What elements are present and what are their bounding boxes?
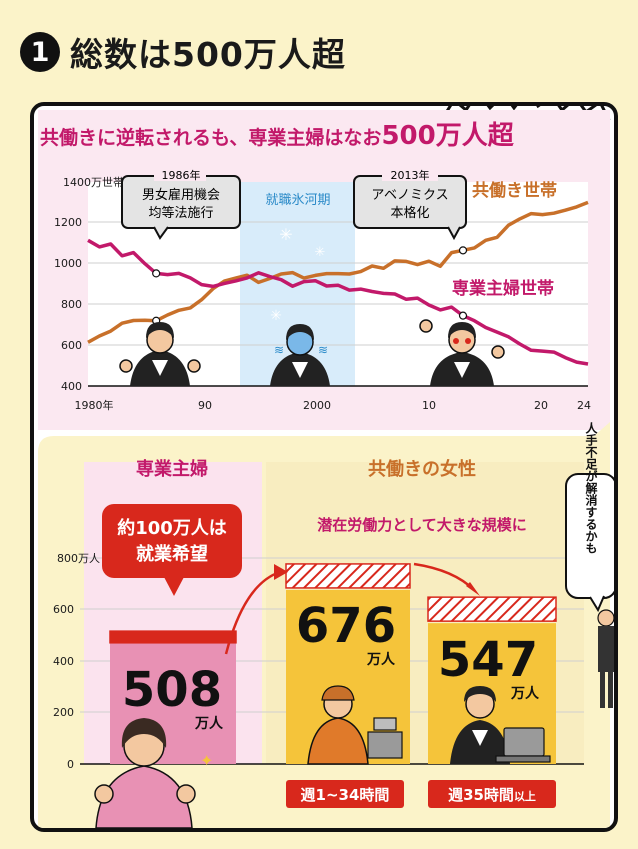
line-x-tick: 2000 (303, 399, 331, 412)
bar-value-label: 508 (122, 662, 222, 718)
series-label-housewife: 専業主婦世帯 (452, 278, 554, 299)
arrow-head (466, 582, 480, 596)
column-header-housewife: 専業主婦 (136, 458, 208, 480)
callout-text: アベノミクス (371, 188, 448, 203)
section-heading: 1 総数は500万人超 (20, 28, 346, 76)
event-marker-point (152, 269, 161, 278)
line-x-tick: 20 (534, 399, 548, 412)
line-y-tick: 1000 (54, 257, 82, 270)
speech-text: 人手不足が解消するかも (584, 421, 598, 554)
bar-latent-segment (427, 596, 557, 622)
bar-y-tick: 0 (67, 758, 74, 771)
column-header-working-women: 共働きの女性 (368, 458, 476, 480)
event-marker-point (458, 311, 468, 320)
ice-age-label: 就職氷河期 (265, 193, 330, 208)
bar-y-tick: 400 (53, 655, 74, 668)
snowflake-icon: ✳ (270, 308, 282, 324)
line-x-tick: 90 (198, 399, 212, 412)
line-x-tick: 1980年 (75, 398, 114, 412)
line-x-tick: 24 (577, 399, 591, 412)
svg-text:≋: ≋ (274, 343, 284, 357)
infographic-panel: ✳ ✳ ✳ 就職氷河期 1400万世帯 1200 1000 800 600 40… (30, 102, 618, 832)
labor-shortage-speech-bubble: 人手不足が解消するかも (565, 421, 614, 613)
line-y-unit-label: 1400万世帯 (63, 176, 124, 189)
cashier-illustration (307, 685, 403, 765)
line-series-layer (87, 200, 589, 366)
callout-1986: 1986年 男女雇用機会 均等法施行 (121, 167, 241, 240)
sparkle-icon: ✦ (200, 751, 213, 770)
office-worker-illustration (450, 686, 551, 764)
bar-y-unit-label: 800万人 (57, 552, 100, 565)
businessman-illustration (597, 609, 614, 708)
line-chart-title: 共働きに逆転されるも、専業主婦はなお500万人超 (40, 115, 514, 152)
bar-job-seeking-segment (109, 630, 237, 644)
woman-angry-illustration (419, 319, 505, 386)
housewife-illustration: ✦ (94, 718, 213, 828)
callout-text: 均等法施行 (148, 205, 213, 221)
page-title: 総数は500万人超 (70, 35, 346, 74)
latent-labor-note: 潜在労働力として大きな規模に (317, 516, 527, 534)
bar-value-label: 676 (296, 598, 396, 654)
caption-full-time: 週35時間以上 (428, 780, 556, 808)
woman-cheering-illustration (119, 322, 201, 386)
callout-year: 2013年 (391, 168, 430, 182)
snowflake-icon: ✳ (279, 225, 292, 244)
callout-text: 本格化 (390, 205, 429, 221)
line-y-tick: 800 (61, 298, 82, 311)
callout-2013: 2013年 アベノミクス 本格化 (353, 167, 467, 241)
line-y-tick: 400 (61, 380, 82, 393)
employment-wish-bubble: 約100万人は 就業希望 (102, 504, 242, 596)
bubble-text: 就業希望 (136, 543, 208, 565)
caption-text: 週35時間 (448, 786, 514, 804)
bar-value-unit: 万人 (194, 715, 224, 732)
bar-value-label: 547 (438, 632, 538, 688)
infographic-svg: ✳ ✳ ✳ 就職氷河期 1400万世帯 1200 1000 800 600 40… (38, 106, 614, 828)
chart-title-emphasis: 500万人超 (381, 121, 514, 151)
bubble-text: 約100万人は (117, 517, 227, 539)
housewife-line (87, 238, 589, 366)
caption-part-time: 週1~34時間 (286, 780, 404, 808)
callout-year: 1986年 (162, 168, 201, 182)
svg-text:≋: ≋ (318, 343, 328, 357)
bar-value-unit: 万人 (510, 685, 540, 702)
callout-text: 男女雇用機会 (142, 187, 220, 203)
dual-income-line (87, 200, 589, 344)
section-number-badge: 1 (20, 32, 60, 72)
bar-y-tick: 600 (53, 603, 74, 616)
arrow-head (274, 564, 288, 580)
woman-cold-illustration: ≋ ≋ (270, 324, 330, 386)
series-label-dual-income: 共働き世帯 (472, 180, 557, 201)
bar-y-tick: 200 (53, 706, 74, 719)
caption-text: 週1~34時間 (301, 786, 390, 804)
line-y-tick: 1200 (54, 216, 82, 229)
snowflake-icon: ✳ (315, 245, 326, 260)
chart-title-prefix: 共働きに逆転されるも、専業主婦はなお (40, 127, 382, 149)
bar-value-unit: 万人 (366, 651, 396, 668)
line-x-tick: 10 (422, 399, 436, 412)
bar-latent-segment (285, 563, 411, 589)
event-marker-point (458, 246, 468, 255)
svg-text:週35時間以上: 週35時間以上 (448, 786, 536, 804)
caption-small-text: 以上 (514, 789, 536, 803)
line-y-tick: 600 (61, 339, 82, 352)
